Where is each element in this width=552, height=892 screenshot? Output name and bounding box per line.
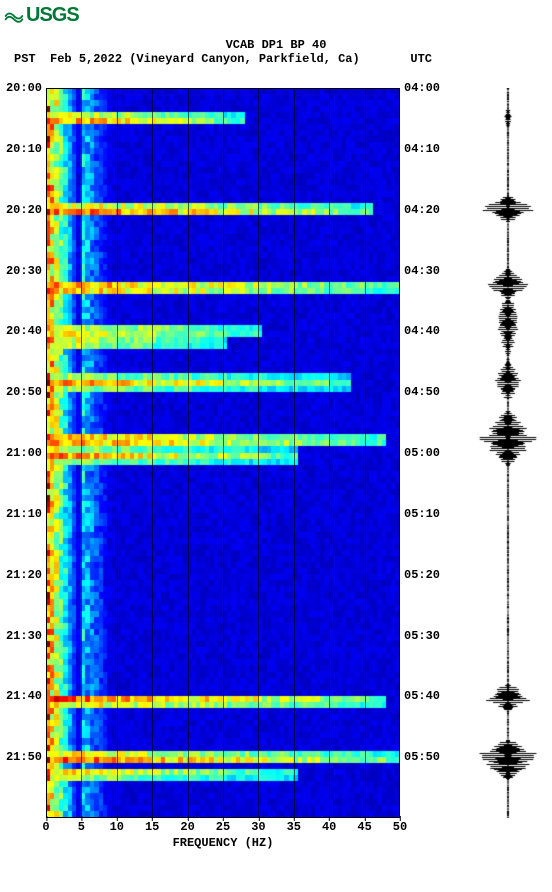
right-time-tick: 04:40: [404, 324, 440, 338]
frequency-tick: 20: [180, 820, 194, 834]
plot-area: 20:00 20:10 20:20 20:30 20:40 20:50 21:00 21:10…: [0, 80, 552, 850]
seismogram-panel: [468, 88, 548, 818]
left-time-tick: 20:10: [6, 142, 42, 156]
frequency-tick: 40: [322, 820, 336, 834]
frequency-tick: 30: [251, 820, 265, 834]
date-label: Feb 5,2022: [50, 52, 122, 66]
right-time-tick: 04:30: [404, 264, 440, 278]
frequency-tick: 35: [287, 820, 301, 834]
right-time-axis: 04:0004:1004:2004:3004:4004:5005:0005:10…: [402, 88, 448, 818]
left-time-tick: 20:40: [6, 324, 42, 338]
location-label: (Vineyard Canyon, Parkfield, Ca): [129, 52, 359, 66]
right-time-tick: 05:50: [404, 750, 440, 764]
frequency-axis: FREQUENCY (HZ) 05101520253035404550: [46, 820, 400, 860]
chart-title: VCAB DP1 BP 40: [0, 38, 552, 52]
frequency-tick: 25: [216, 820, 230, 834]
left-time-tick: 21:20: [6, 568, 42, 582]
spectrogram-panel: [46, 88, 400, 818]
logo-text: USGS: [26, 4, 79, 27]
right-time-tick: 04:10: [404, 142, 440, 156]
left-time-tick: 20:50: [6, 385, 42, 399]
usgs-logo: USGS: [4, 4, 79, 27]
right-time-tick: 05:30: [404, 629, 440, 643]
seismogram-canvas: [468, 88, 548, 818]
right-time-tick: 04:50: [404, 385, 440, 399]
frequency-tick: 15: [145, 820, 159, 834]
left-time-tick: 21:30: [6, 629, 42, 643]
left-time-tick: 20:00: [6, 81, 42, 95]
frequency-tick: 45: [357, 820, 371, 834]
frequency-tick: 50: [393, 820, 407, 834]
left-time-tick: 20:30: [6, 264, 42, 278]
right-time-tick: 04:00: [404, 81, 440, 95]
left-time-tick: 21:50: [6, 750, 42, 764]
tz-right-label: UTC: [410, 52, 432, 66]
frequency-tick: 10: [110, 820, 124, 834]
tz-left-label: PST: [14, 52, 36, 66]
frequency-tick: 5: [78, 820, 85, 834]
wave-icon: [4, 6, 24, 26]
left-time-tick: 20:20: [6, 203, 42, 217]
right-time-tick: 05:20: [404, 568, 440, 582]
left-time-tick: 21:40: [6, 689, 42, 703]
spectrogram-canvas: [46, 88, 400, 818]
left-time-tick: 21:10: [6, 507, 42, 521]
right-time-tick: 04:20: [404, 203, 440, 217]
right-time-tick: 05:00: [404, 446, 440, 460]
left-time-axis: 20:0020:1020:2020:3020:4020:5021:0021:10…: [0, 88, 44, 818]
frequency-tick: 0: [42, 820, 49, 834]
frequency-axis-label: FREQUENCY (HZ): [46, 836, 400, 850]
left-time-tick: 21:00: [6, 446, 42, 460]
right-time-tick: 05:40: [404, 689, 440, 703]
chart-header: VCAB DP1 BP 40 PST Feb 5,2022 (Vineyard …: [0, 38, 552, 66]
right-time-tick: 05:10: [404, 507, 440, 521]
